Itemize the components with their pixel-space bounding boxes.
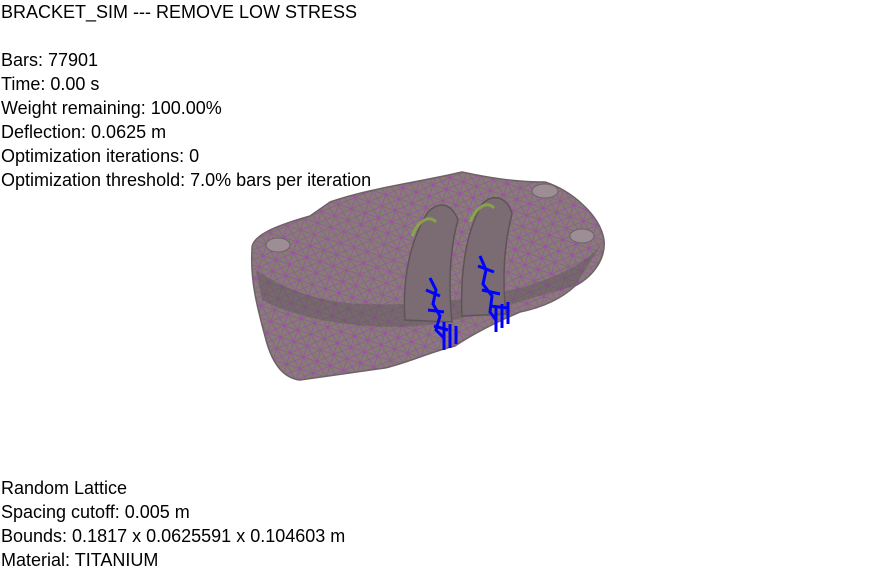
mount-hole-icon — [265, 237, 291, 253]
bearing-arch-right — [460, 196, 513, 317]
weight-remaining: Weight remaining: 100.00% — [1, 98, 222, 118]
arch-highlight — [468, 203, 496, 223]
mount-hole-icon — [569, 228, 595, 244]
lattice-type: Random Lattice — [1, 478, 128, 498]
bracket-lattice-3d-model[interactable] — [240, 165, 620, 385]
deflection: Deflection: 0.0625 m — [1, 122, 167, 142]
optimization-threshold: Optimization threshold: 7.0% bars per it… — [1, 170, 372, 190]
arch-highlight — [410, 217, 438, 237]
load-arrow-markers — [425, 255, 510, 350]
lattice-front-face-shade — [256, 240, 604, 327]
mount-hole-icon — [531, 183, 559, 199]
material: Material: TITANIUM — [1, 550, 159, 570]
bars-count: Bars: 77901 — [1, 50, 99, 70]
optimization-iterations: Optimization iterations: 0 — [1, 146, 200, 166]
spacing-cutoff: Spacing cutoff: 0.005 m — [1, 502, 190, 522]
window-title: BRACKET_SIM --- REMOVE LOW STRESS — [1, 2, 358, 22]
lattice-outline — [250, 171, 605, 381]
sim-time: Time: 0.00 s — [1, 74, 100, 94]
bounds: Bounds: 0.1817 x 0.0625591 x 0.104603 m — [1, 526, 346, 546]
bearing-arch-left — [403, 204, 459, 323]
